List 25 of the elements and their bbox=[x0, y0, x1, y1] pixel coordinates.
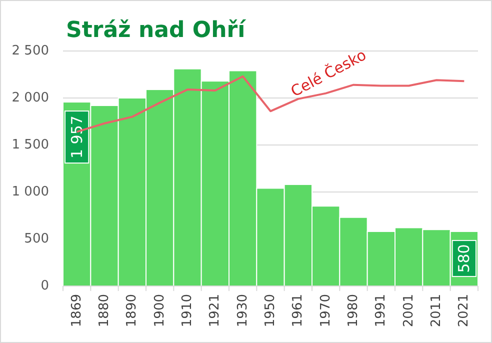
y-tick-label: 1 000 bbox=[12, 184, 49, 200]
y-tick-label: 500 bbox=[24, 232, 49, 246]
y-tick-label: 0 bbox=[40, 278, 49, 294]
x-tick-label: 1950 bbox=[263, 294, 278, 328]
data-label: 580 bbox=[455, 244, 474, 273]
x-tick-label: 1910 bbox=[180, 294, 195, 328]
x-tick-label: 1890 bbox=[124, 294, 140, 328]
x-tick-label: 2011 bbox=[429, 294, 444, 328]
x-tick-label: 1880 bbox=[97, 294, 112, 328]
x-tick-label: 1900 bbox=[152, 294, 168, 328]
x-tick-label: 1961 bbox=[290, 294, 306, 328]
chart-title: Stráž nad Ohří bbox=[66, 18, 247, 43]
data-label: 1 957 bbox=[68, 116, 86, 159]
y-tick-label: 1 500 bbox=[12, 138, 49, 152]
x-tick-label: 1980 bbox=[346, 294, 361, 328]
x-tick-label: 1869 bbox=[69, 294, 84, 328]
x-tick-label: 1921 bbox=[208, 294, 223, 328]
y-tick-label: 2 000 bbox=[12, 90, 49, 106]
x-tick-label: 1930 bbox=[235, 294, 250, 328]
x-tick-label: 2001 bbox=[401, 294, 416, 328]
x-tick-label: 2021 bbox=[456, 294, 472, 328]
x-tick-label: 1991 bbox=[374, 294, 389, 328]
y-tick-label: 2 500 bbox=[12, 44, 49, 58]
text: Celé Česko bbox=[288, 46, 370, 101]
x-tick-label: 1970 bbox=[318, 294, 334, 328]
